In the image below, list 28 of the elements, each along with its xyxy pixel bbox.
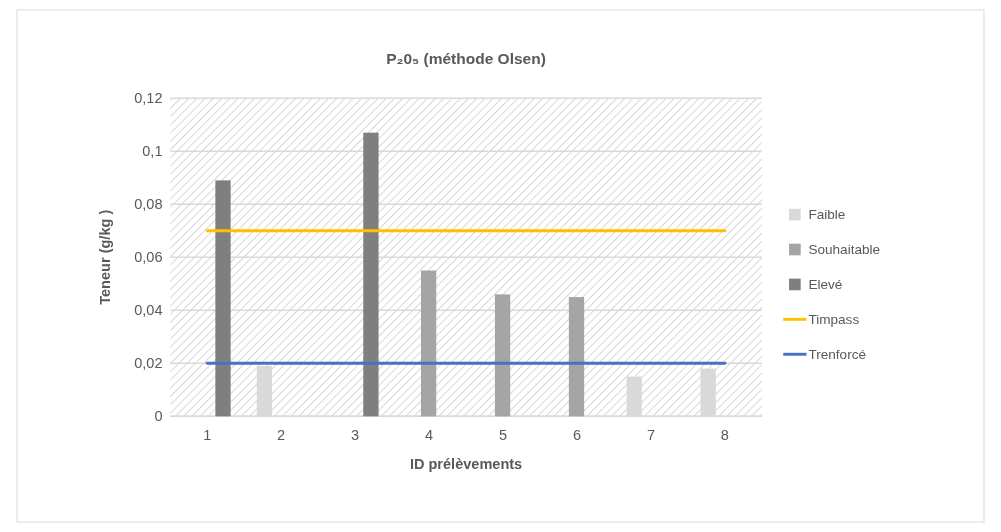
legend-label: Timpass (808, 312, 860, 328)
x-tick-label: 1 (203, 426, 212, 443)
x-tick-label: 7 (646, 426, 656, 443)
legend-label: Souhaitable (808, 242, 881, 258)
legend-label: Elevé (808, 277, 843, 293)
y-tick-label: 0,06 (134, 249, 163, 266)
bar (363, 132, 379, 417)
x-axis-title: ID prélèvements (409, 455, 523, 472)
y-tick-label: 0,1 (142, 143, 163, 160)
x-tick-label: 8 (720, 426, 729, 443)
y-tick-label: 0,08 (134, 196, 163, 213)
x-tick-label: 6 (572, 426, 582, 443)
y-tick-label: 0,04 (134, 302, 163, 319)
bar (494, 294, 511, 417)
y-tick-label: 0 (154, 408, 163, 425)
x-tick-label: 2 (277, 426, 286, 443)
bar (215, 180, 231, 417)
x-tick-label: 3 (351, 426, 360, 443)
x-tick-label: 4 (425, 426, 434, 443)
bar (420, 270, 437, 417)
chart-title: P₂0₅ (méthode Olsen) (386, 50, 546, 68)
x-tick-label: 5 (499, 426, 508, 443)
legend-label: Trenforcé (808, 347, 866, 363)
y-tick-label: 0,12 (134, 90, 163, 107)
y-tick-label: 0,02 (134, 355, 163, 372)
legend-label: Faible (808, 207, 846, 223)
y-axis-title: Teneur (g/kg ) (97, 209, 114, 305)
bar (568, 297, 585, 417)
